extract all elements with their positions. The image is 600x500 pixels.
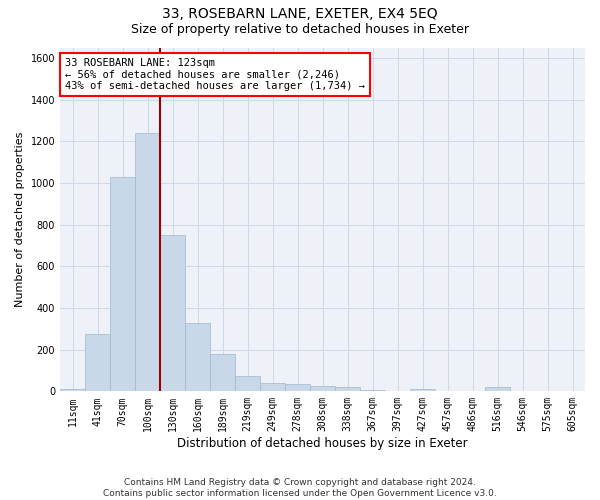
- Bar: [60, 389, 85, 392]
- Bar: [110, 176, 135, 392]
- Bar: [310, 386, 335, 392]
- Bar: [260, 383, 285, 392]
- X-axis label: Distribution of detached houses by size in Exeter: Distribution of detached houses by size …: [177, 437, 468, 450]
- Bar: [285, 384, 310, 392]
- Text: 33, ROSEBARN LANE, EXETER, EX4 5EQ: 33, ROSEBARN LANE, EXETER, EX4 5EQ: [162, 8, 438, 22]
- Bar: [160, 235, 185, 392]
- Bar: [210, 354, 235, 392]
- Bar: [485, 387, 510, 392]
- Bar: [335, 387, 360, 392]
- Bar: [360, 390, 385, 392]
- Bar: [185, 322, 210, 392]
- Bar: [135, 133, 160, 392]
- Bar: [85, 334, 110, 392]
- Bar: [410, 389, 435, 392]
- Text: Size of property relative to detached houses in Exeter: Size of property relative to detached ho…: [131, 22, 469, 36]
- Text: Contains HM Land Registry data © Crown copyright and database right 2024.
Contai: Contains HM Land Registry data © Crown c…: [103, 478, 497, 498]
- Text: 33 ROSEBARN LANE: 123sqm
← 56% of detached houses are smaller (2,246)
43% of sem: 33 ROSEBARN LANE: 123sqm ← 56% of detach…: [65, 58, 365, 91]
- Y-axis label: Number of detached properties: Number of detached properties: [15, 132, 25, 307]
- Bar: [235, 376, 260, 392]
